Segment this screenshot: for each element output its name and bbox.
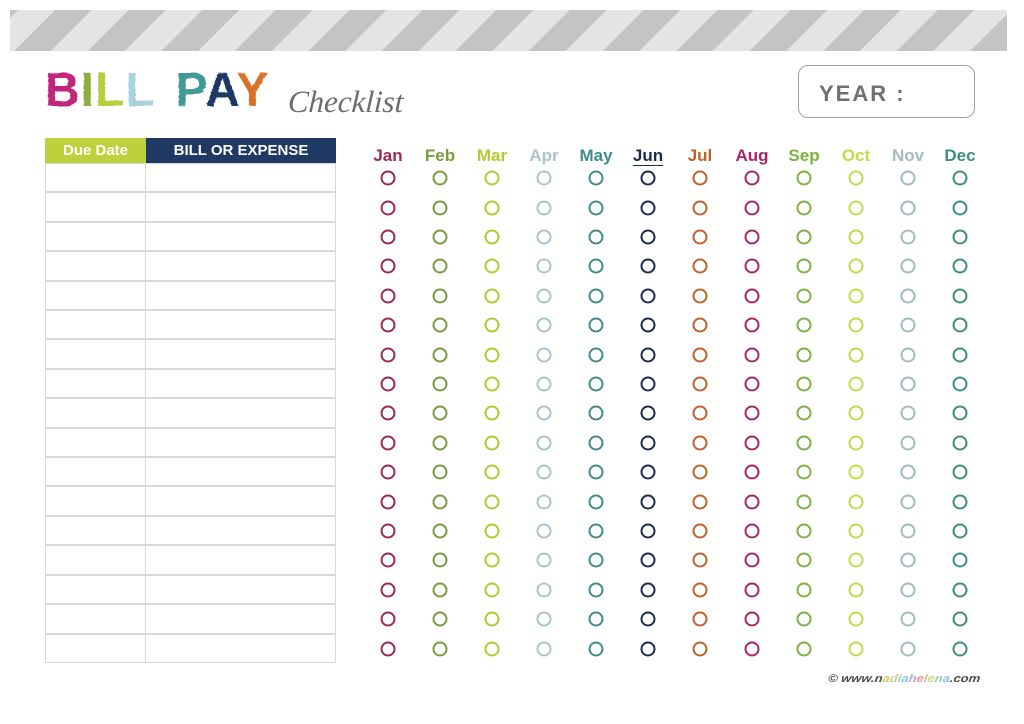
svg-text:BILLPAY: BILL PAY <box>45 64 269 117</box>
